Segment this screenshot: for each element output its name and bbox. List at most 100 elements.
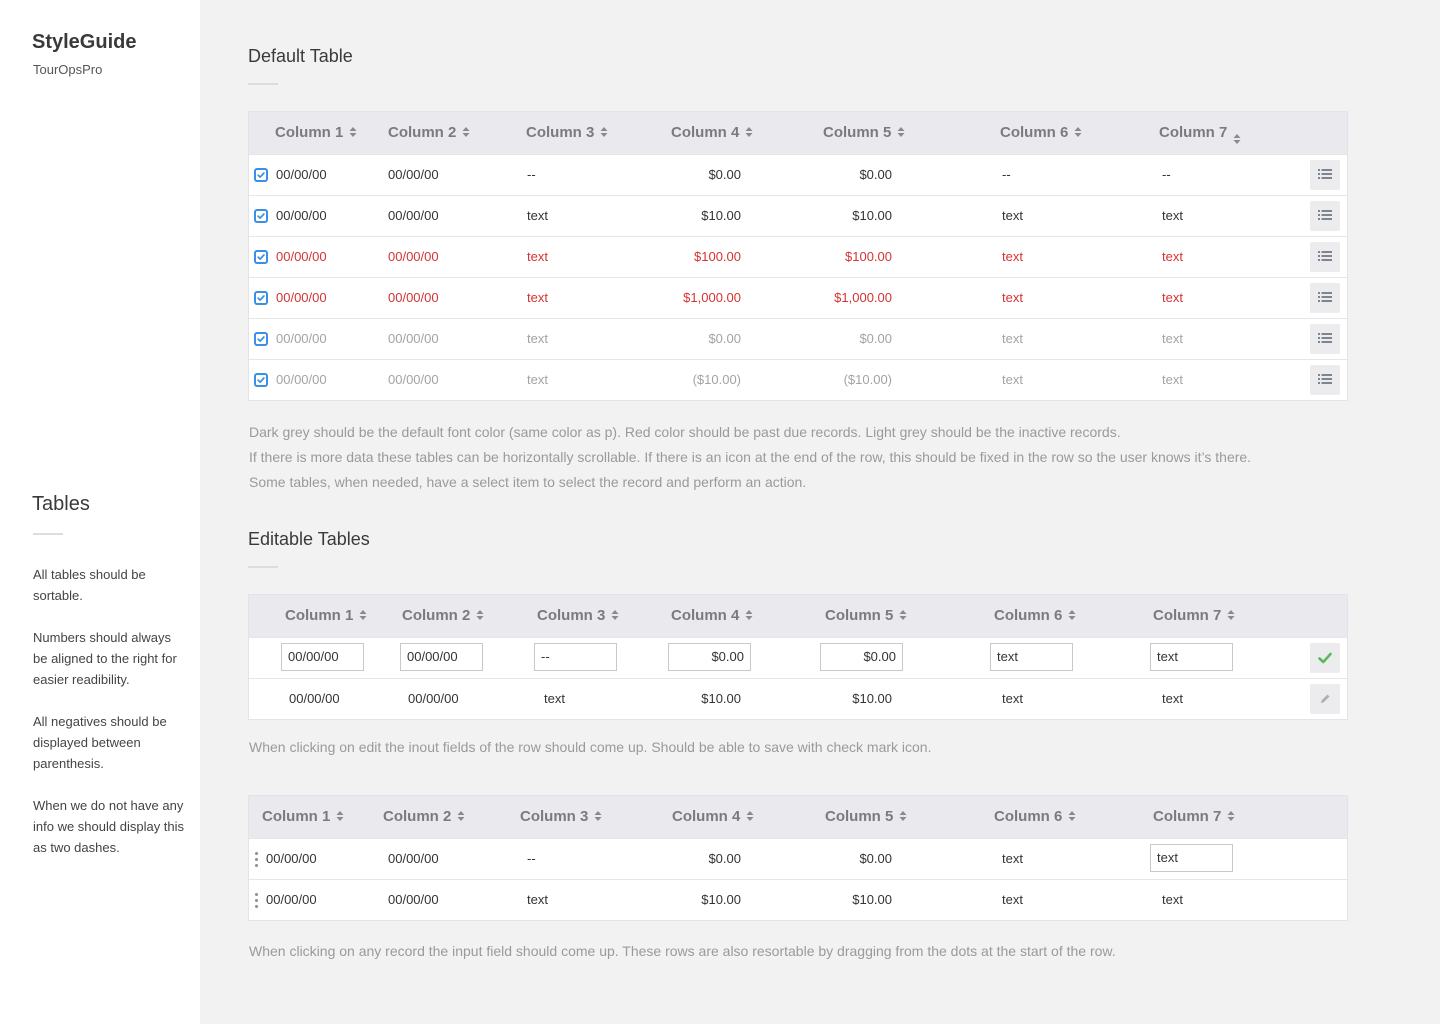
column-header-6[interactable]: Column 6	[994, 595, 1076, 637]
table-cell: text	[527, 208, 548, 223]
table-row[interactable]: 00/00/00 00/00/00 text $10.00 $10.00 text text	[249, 195, 1347, 236]
table-cell: text	[1002, 208, 1023, 223]
list-icon[interactable]	[1310, 365, 1340, 395]
table-cell: text	[527, 892, 548, 907]
list-icon[interactable]	[1310, 283, 1340, 313]
column-header-2[interactable]: Column 2	[388, 112, 470, 154]
column-header-5[interactable]: Column 5	[823, 112, 905, 154]
sort-arrows-icon[interactable]	[1074, 126, 1082, 138]
checkmark-icon[interactable]	[1310, 643, 1340, 673]
table-row[interactable]: 00/00/00 00/00/00 text $1,000.00 $1,000.00 te…	[249, 277, 1347, 318]
column-header-2[interactable]: Column 2	[383, 796, 465, 838]
drag-handle-icon[interactable]	[255, 893, 258, 908]
checkbox-icon[interactable]	[254, 250, 268, 264]
column-header-4[interactable]: Column 4	[671, 595, 753, 637]
list-icon[interactable]	[1310, 324, 1340, 354]
table-row[interactable]: 00/00/00 00/00/00 -- $0.00 $0.00 text text	[249, 838, 1347, 879]
sort-arrows-icon[interactable]	[1068, 609, 1076, 621]
list-icon[interactable]	[1310, 242, 1340, 272]
table-row[interactable]: 00/00/00 00/00/00 text $100.00 $100.00 text te…	[249, 236, 1347, 277]
sort-arrows-icon[interactable]	[1233, 133, 1241, 145]
column-header-3[interactable]: Column 3	[537, 595, 619, 637]
table-cell: text	[527, 372, 548, 387]
pencil-icon[interactable]	[1310, 684, 1340, 714]
column-header-5[interactable]: Column 5	[825, 595, 907, 637]
sort-arrows-icon[interactable]	[745, 609, 753, 621]
table-cell: --	[527, 167, 536, 182]
sort-arrows-icon[interactable]	[359, 609, 367, 621]
column-header-6[interactable]: Column 6	[994, 796, 1076, 838]
table-cell: 00/00/00	[388, 372, 439, 387]
cell-input[interactable]: 00/00/00	[281, 643, 364, 671]
table-row[interactable]: 00/00/00 00/00/00 -- $0.00 $0.00 -- --	[249, 154, 1347, 195]
cell-input[interactable]: --	[534, 643, 617, 671]
sort-arrows-icon[interactable]	[899, 810, 907, 822]
table-cell: --	[527, 851, 536, 866]
sort-arrows-icon[interactable]	[457, 810, 465, 822]
cell-input[interactable]: text	[1150, 844, 1233, 872]
column-header-3[interactable]: Column 3	[520, 796, 602, 838]
list-icon[interactable]	[1310, 201, 1340, 231]
brand-subtitle: TourOpsPro	[33, 62, 103, 77]
column-header-3[interactable]: Column 3	[526, 112, 608, 154]
column-header-7[interactable]: Column 7	[1153, 595, 1235, 637]
table-cell: ($10.00)	[843, 372, 892, 387]
column-header-7[interactable]: Column 7	[1159, 112, 1241, 154]
table-cell: text	[1002, 851, 1023, 866]
drag-handle-icon[interactable]	[255, 852, 258, 867]
table-row[interactable]: 00/00/00 00/00/00 text $0.00 $0.00 text text	[249, 318, 1347, 359]
column-header-2[interactable]: Column 2	[402, 595, 484, 637]
cell-input[interactable]: $0.00	[668, 643, 751, 671]
sort-arrows-icon[interactable]	[349, 126, 357, 138]
checkbox-icon[interactable]	[254, 291, 268, 305]
column-header-4[interactable]: Column 4	[672, 796, 754, 838]
column-header-7[interactable]: Column 7	[1153, 796, 1235, 838]
sort-arrows-icon[interactable]	[594, 810, 602, 822]
sort-arrows-icon[interactable]	[476, 609, 484, 621]
table-cell: text	[544, 691, 565, 706]
table-row[interactable]: 00/00/00 00/00/00 text ($10.00) ($10.00) text…	[249, 359, 1347, 400]
checkbox-icon[interactable]	[254, 373, 268, 387]
sort-arrows-icon[interactable]	[897, 126, 905, 138]
table-row[interactable]: 00/00/00 00/00/00 text $10.00 $10.00 text text	[249, 879, 1347, 920]
sort-arrows-icon[interactable]	[1068, 810, 1076, 822]
editable-table-note: When clicking on edit the inout fields o…	[249, 739, 932, 755]
table-cell: $100.00	[845, 249, 892, 264]
sort-arrows-icon[interactable]	[899, 609, 907, 621]
column-header-1[interactable]: Column 1	[262, 796, 344, 838]
column-header-1[interactable]: Column 1	[275, 112, 357, 154]
table-cell: text	[1162, 290, 1183, 305]
column-header-5[interactable]: Column 5	[825, 796, 907, 838]
checkbox-icon[interactable]	[254, 168, 268, 182]
default-table-title: Default Table	[248, 46, 353, 66]
sort-arrows-icon[interactable]	[1227, 609, 1235, 621]
sort-arrows-icon[interactable]	[611, 609, 619, 621]
table-header: Column 1 Column 2 Column 3 Column 4 Column 5…	[249, 112, 1347, 154]
checkbox-icon[interactable]	[254, 332, 268, 346]
column-header-label: Column 7	[1159, 124, 1228, 141]
table-cell: 00/00/00	[388, 892, 439, 907]
cell-input[interactable]: text	[990, 643, 1073, 671]
column-header-4[interactable]: Column 4	[671, 112, 753, 154]
table-cell: $0.00	[859, 851, 892, 866]
checkbox-icon[interactable]	[254, 209, 268, 223]
column-header-label: Column 1	[275, 124, 344, 141]
list-icon[interactable]	[1310, 160, 1340, 190]
cell-input[interactable]: text	[1150, 643, 1233, 671]
cell-input[interactable]: $0.00	[820, 643, 903, 671]
table-cell: --	[1162, 167, 1171, 182]
sort-arrows-icon[interactable]	[462, 126, 470, 138]
column-header-label: Column 5	[825, 607, 894, 624]
sort-arrows-icon[interactable]	[336, 810, 344, 822]
cell-input[interactable]: 00/00/00	[400, 643, 483, 671]
column-header-label: Column 2	[402, 607, 471, 624]
table-row-editing[interactable]: 00/00/00 00/00/00 -- $0.00 $0.00 text text	[249, 637, 1347, 678]
sort-arrows-icon[interactable]	[745, 126, 753, 138]
sort-arrows-icon[interactable]	[1227, 810, 1235, 822]
sort-arrows-icon[interactable]	[746, 810, 754, 822]
table-cell: 00/00/00	[266, 851, 317, 866]
column-header-6[interactable]: Column 6	[1000, 112, 1082, 154]
table-row[interactable]: 00/00/00 00/00/00 text $10.00 $10.00 text text	[249, 678, 1347, 719]
sort-arrows-icon[interactable]	[600, 126, 608, 138]
column-header-1[interactable]: Column 1	[285, 595, 367, 637]
